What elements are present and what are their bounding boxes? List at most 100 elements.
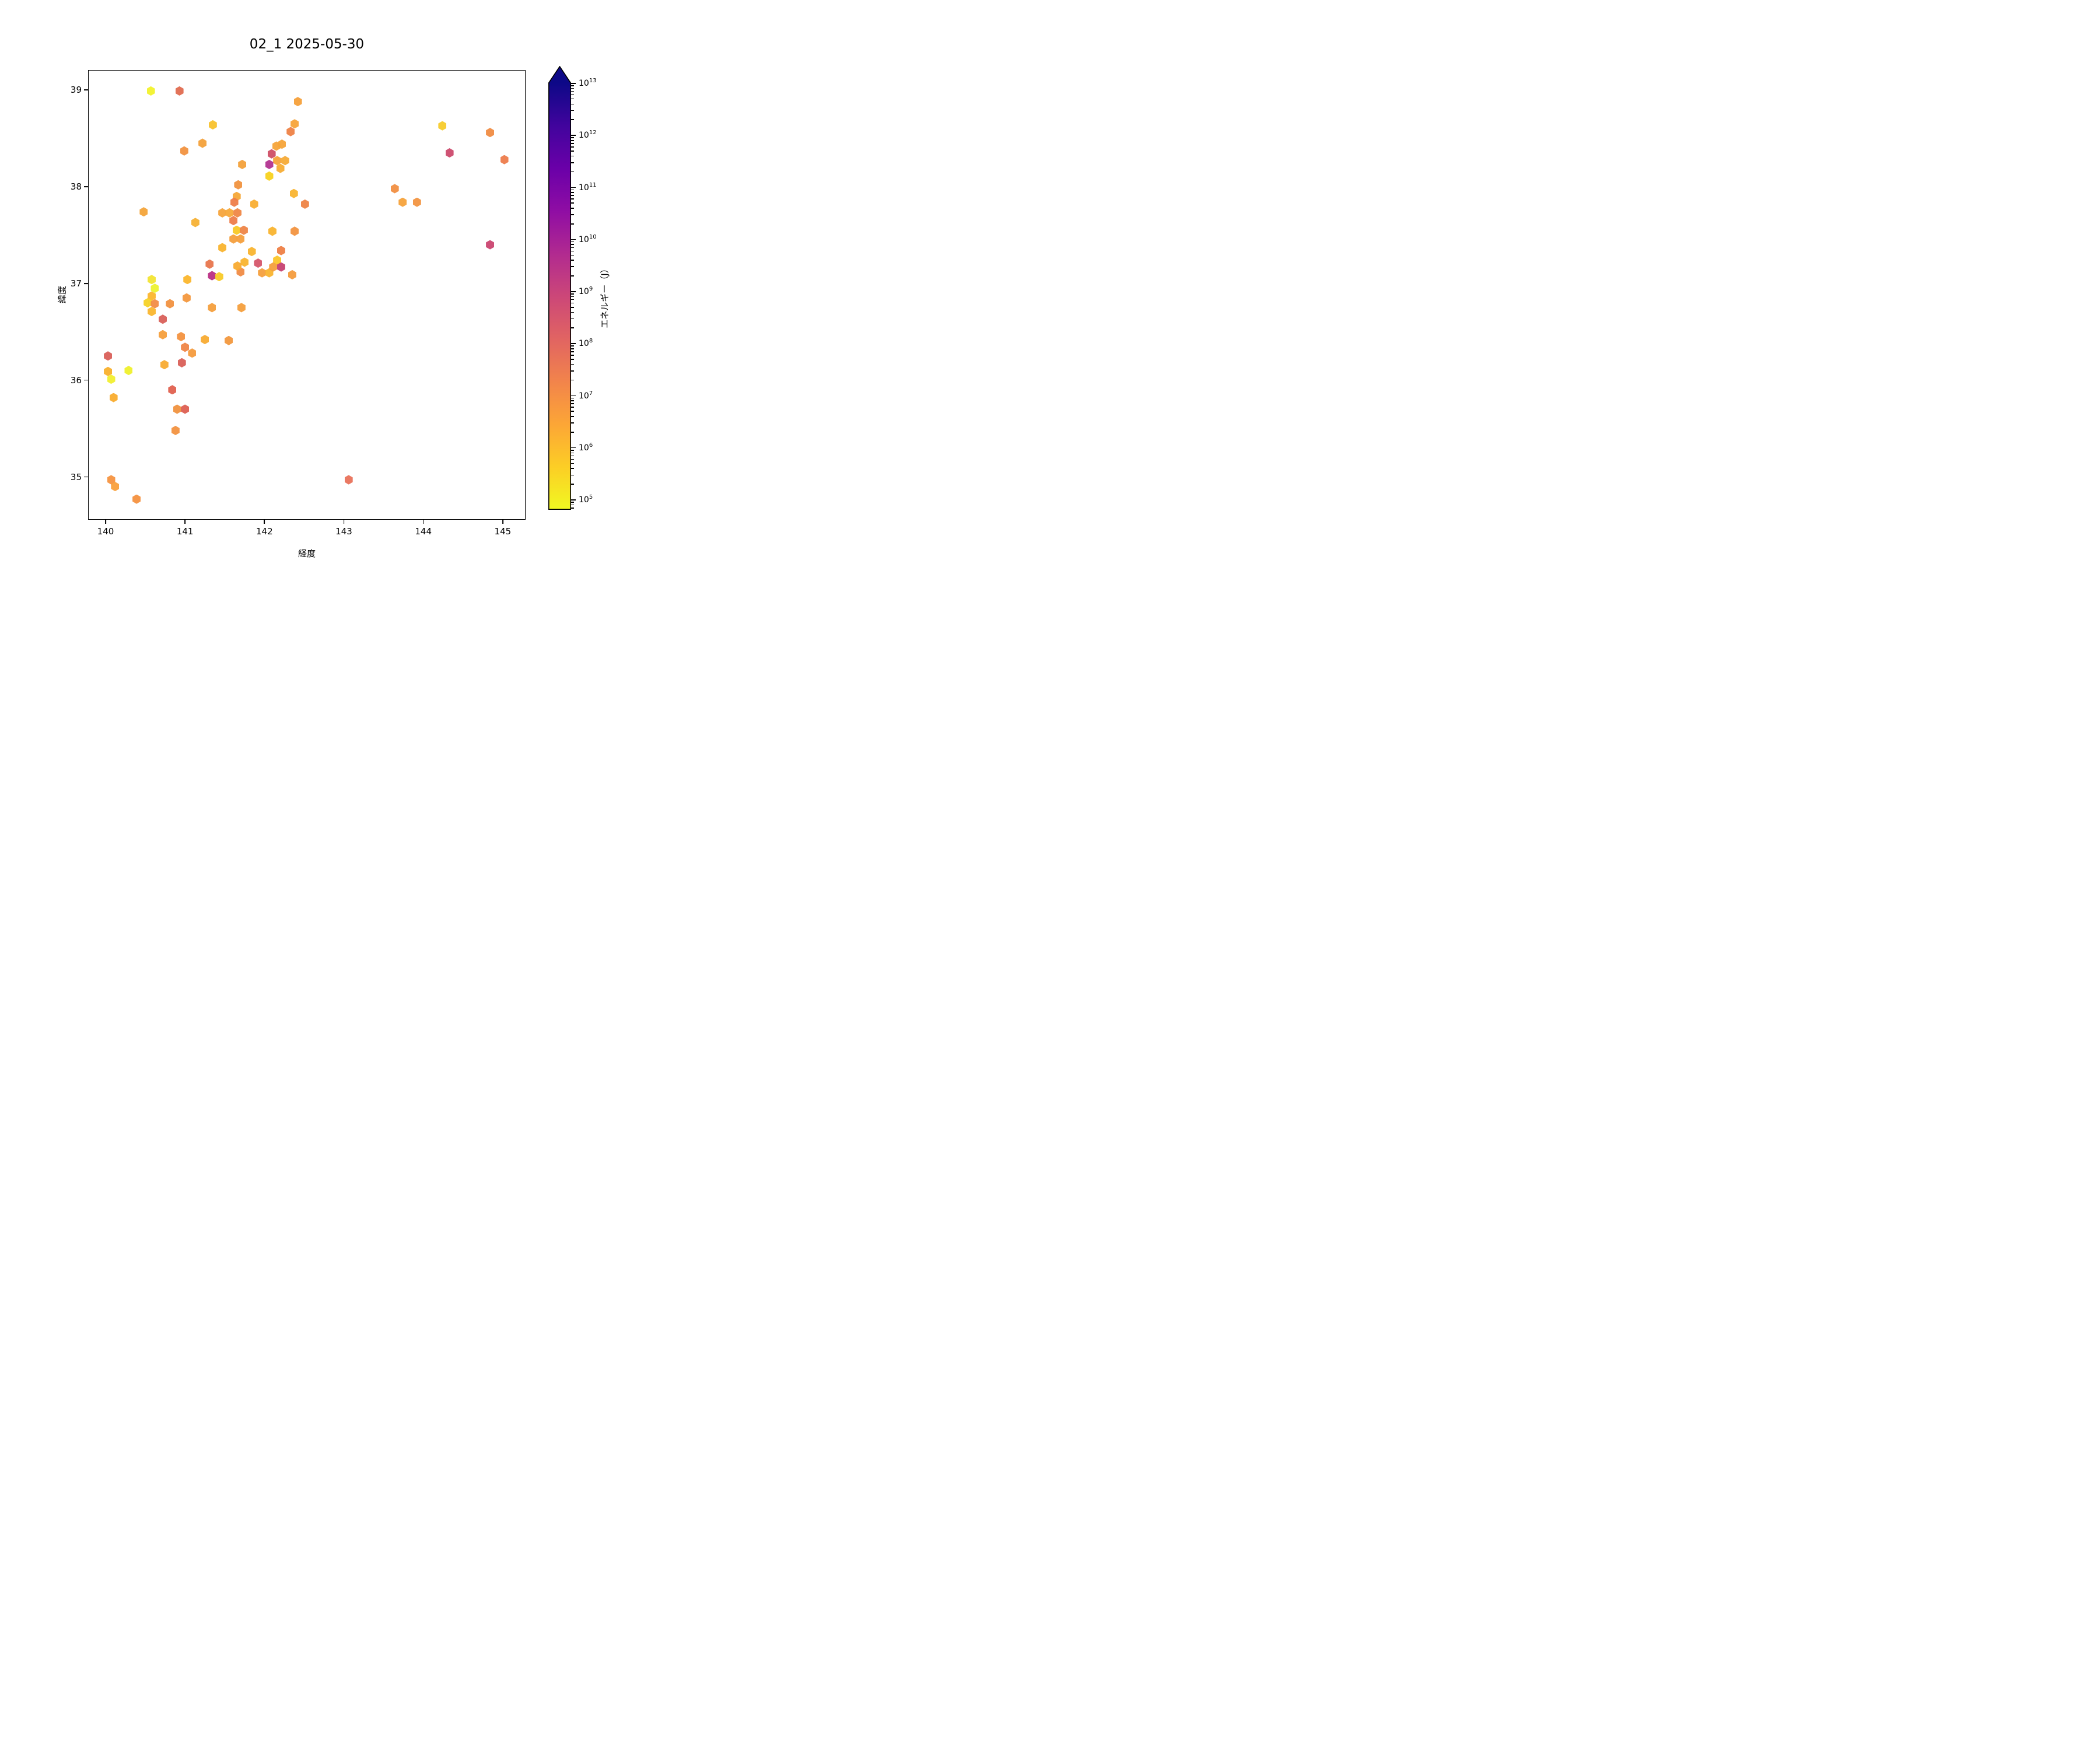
x-tick-mark (105, 519, 106, 524)
colorbar-minor-tick (571, 90, 574, 92)
colorbar-tick-label: 105 (579, 494, 593, 505)
data-point-hexagon (215, 272, 223, 282)
data-point-hexagon (290, 226, 299, 236)
colorbar-minor-tick (571, 260, 574, 261)
colorbar-minor-tick (571, 137, 574, 138)
data-point-hexagon (398, 197, 407, 207)
colorbar-minor-tick (571, 312, 574, 313)
colorbar-minor-tick (571, 363, 574, 365)
y-axis-label: 緯度 (57, 285, 68, 304)
colorbar-minor-tick (571, 85, 574, 86)
colorbar-minor-tick (571, 293, 574, 295)
x-tick-mark (343, 519, 345, 524)
colorbar-minor-tick (571, 452, 574, 454)
colorbar-minor-tick (571, 195, 574, 196)
colorbar-minor-tick (571, 416, 574, 417)
colorbar-minor-tick (571, 98, 574, 100)
data-point-hexagon (273, 156, 282, 166)
colorbar-minor-tick (571, 94, 574, 96)
colorbar-minor-tick (571, 432, 574, 433)
x-tick-label: 145 (494, 526, 512, 537)
colorbar-tick-mark (571, 83, 576, 84)
figure: 02_1 2025-05-30 140 141 142 143 144 145 35 36 37… (0, 0, 700, 583)
data-point-hexagon (236, 234, 245, 244)
colorbar-minor-tick (571, 302, 574, 304)
data-point-hexagon (234, 180, 243, 190)
colorbar-minor-tick (571, 171, 574, 173)
colorbar-tick-mark (571, 291, 576, 292)
colorbar-minor-tick (571, 468, 574, 469)
data-point-hexagon (247, 247, 256, 257)
colorbar-gradient-bar (548, 66, 571, 510)
y-tick-label: 36 (70, 374, 82, 386)
colorbar-minor-tick (571, 162, 574, 163)
colorbar-minor-tick (571, 150, 574, 152)
colorbar-minor-tick (571, 241, 574, 243)
colorbar-tick-mark (571, 447, 576, 449)
colorbar-minor-tick (571, 348, 574, 349)
data-point-hexagon (144, 298, 152, 308)
colorbar-tick-mark (571, 135, 576, 136)
data-point-hexagon (300, 199, 309, 209)
x-tick-label: 144 (415, 526, 432, 537)
data-point-hexagon (445, 148, 454, 158)
y-tick-label: 39 (70, 85, 82, 96)
x-tick-mark (502, 519, 503, 524)
data-point-hexagon (198, 138, 207, 148)
data-point-hexagon (191, 218, 200, 228)
x-tick-label: 143 (335, 526, 352, 537)
data-point-hexagon (160, 360, 169, 370)
colorbar-minor-tick (571, 202, 574, 204)
y-tick-label: 35 (70, 471, 82, 482)
colorbar-minor-tick (571, 254, 574, 256)
data-point-hexagon (412, 197, 421, 207)
colorbar-tick-label: 1012 (579, 130, 597, 141)
x-tick-mark (422, 519, 424, 524)
colorbar-minor-tick (571, 119, 574, 120)
colorbar-minor-tick (571, 198, 574, 200)
data-point-hexagon (288, 270, 296, 280)
colorbar-minor-tick (571, 502, 574, 503)
colorbar-tick-label: 108 (579, 338, 593, 349)
data-point-hexagon (286, 127, 295, 136)
x-tick-label: 140 (97, 526, 114, 537)
colorbar-minor-tick (571, 327, 574, 329)
data-point-hexagon (171, 425, 180, 435)
data-point-hexagon (229, 216, 238, 226)
colorbar-minor-tick (571, 155, 574, 157)
data-point-hexagon (258, 268, 267, 278)
data-point-hexagon (173, 404, 181, 414)
data-point-hexagon (168, 385, 177, 395)
data-point-hexagon (240, 257, 249, 267)
data-point-hexagon (276, 262, 285, 272)
colorbar-minor-tick (571, 504, 574, 506)
data-point-hexagon (180, 146, 188, 156)
data-point-hexagon (267, 149, 276, 159)
data-point-hexagon (344, 475, 353, 485)
colorbar-minor-tick (571, 379, 574, 381)
data-point-hexagon (166, 299, 174, 309)
data-point-hexagon (230, 197, 239, 207)
colorbar-minor-tick (571, 411, 574, 412)
data-point-hexagon (250, 199, 258, 209)
colorbar-label: エネルギー（J） (599, 264, 610, 328)
data-point-hexagon (181, 404, 190, 414)
data-point-hexagon (182, 293, 191, 303)
colorbar-tick-label: 1011 (579, 181, 597, 192)
data-point-hexagon (281, 156, 289, 166)
data-point-hexagon (107, 475, 116, 485)
figure-title: 02_1 2025-05-30 (249, 37, 365, 52)
colorbar-minor-tick (571, 403, 574, 405)
data-point-hexagon (107, 374, 116, 384)
colorbar-tick-mark (571, 239, 576, 240)
data-point-hexagon (239, 225, 248, 235)
data-point-hexagon (104, 366, 113, 376)
data-point-hexagon (159, 314, 167, 324)
data-point-hexagon (268, 226, 276, 236)
data-point-hexagon (486, 128, 495, 138)
data-point-hexagon (229, 234, 238, 244)
colorbar-minor-tick (571, 306, 574, 308)
data-point-hexagon (177, 358, 186, 368)
colorbar-minor-tick (571, 507, 574, 509)
colorbar-minor-tick (571, 143, 574, 144)
